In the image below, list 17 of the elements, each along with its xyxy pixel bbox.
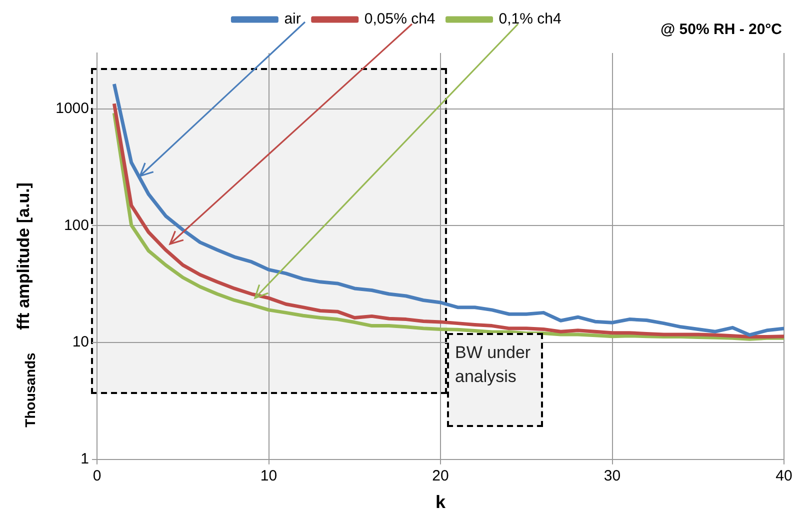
x-tick-label: 0	[92, 468, 102, 485]
y-axis-title: fft amplitude [a.u.]	[14, 182, 33, 330]
x-tick-label: 40	[776, 468, 792, 485]
x-axis-title: k	[435, 492, 446, 512]
y-tick-label: 100	[64, 216, 89, 234]
y-tick-label: 10	[72, 334, 89, 351]
legend-label: air	[284, 10, 301, 28]
legend-label: 0,05% ch4	[364, 10, 436, 28]
x-tick-label: 30	[604, 468, 621, 485]
x-tick-label: 20	[432, 468, 449, 485]
y-tick-label: 1	[80, 450, 89, 468]
chart-subtitle: @ 50% RH - 20°C	[660, 21, 782, 38]
legend-label: 0,1% ch4	[498, 10, 562, 28]
y-tick-label: 1000	[56, 100, 89, 117]
x-tick-label: 10	[260, 468, 278, 485]
text: Thousands	[22, 352, 38, 428]
text-box: BW under analysis	[447, 333, 543, 427]
